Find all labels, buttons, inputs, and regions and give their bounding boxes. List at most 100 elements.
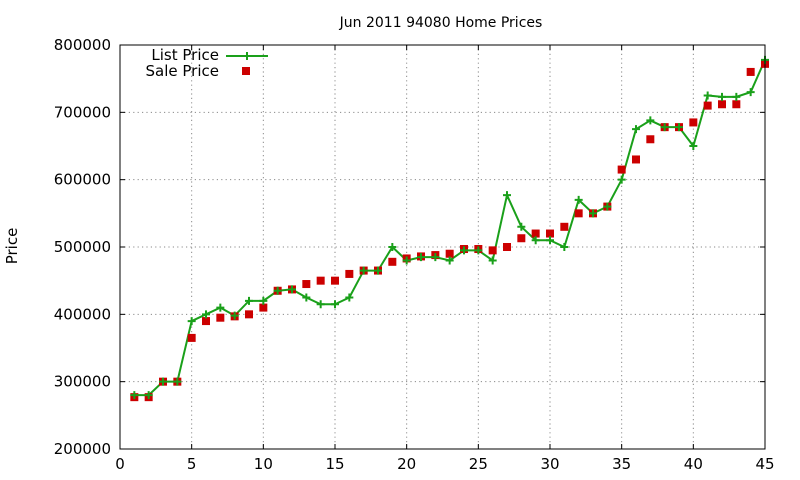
list-price-point: [331, 300, 339, 309]
x-tick-label: 30: [540, 455, 559, 473]
legend-list-price-marker: [243, 52, 251, 60]
list-price-point: [359, 266, 368, 275]
list-price-point: [173, 377, 182, 386]
list-price-point: [187, 317, 196, 326]
list-price-point: [632, 125, 640, 134]
grid-lines: [120, 45, 765, 449]
list-price-point: [273, 286, 282, 295]
x-tick-label: 5: [187, 455, 197, 473]
y-tick-label: 200000: [54, 440, 111, 458]
sale-price-point: [202, 317, 210, 326]
y-axis-label: Price: [3, 228, 21, 265]
list-price-point: [732, 92, 741, 101]
list-price-point: [144, 391, 153, 400]
sale-price-point: [646, 135, 655, 144]
sale-price-point: [187, 333, 196, 342]
list-price-point: [445, 256, 454, 265]
sale-price-point: [703, 101, 712, 110]
y-tick-label: 600000: [54, 171, 111, 189]
list-price-point: [417, 253, 425, 262]
list-price-point: [216, 303, 225, 312]
list-price-point: [531, 236, 540, 245]
list-price-point: [130, 391, 139, 400]
list-price-point: [546, 236, 554, 245]
y-tick-label: 300000: [54, 373, 111, 391]
chart-title: Jun 2011 94080 Home Prices: [339, 15, 543, 31]
sale-price-point: [345, 269, 354, 278]
list-price-point: [259, 296, 268, 305]
list-price-point: [646, 116, 655, 125]
legend-label-sale-price: Sale Price: [146, 62, 219, 80]
tick-labels: 0 5 10 15 20 25 30 35 40 45 200000 300000 400000 5000…: [54, 36, 775, 473]
list-price-point: [574, 195, 583, 204]
legend-sale-price-marker: [242, 67, 250, 75]
sale-price-point: [732, 100, 741, 109]
x-tick-label: 25: [469, 455, 488, 473]
list-price-point: [388, 243, 397, 251]
list-price-point: [460, 246, 468, 255]
list-price-point: [159, 377, 167, 386]
list-price-point: [345, 293, 354, 302]
sale-price-point: [574, 209, 583, 218]
sale-price-point: [689, 118, 698, 127]
sale-price-point: [331, 276, 339, 285]
list-price-line: [134, 59, 766, 397]
x-tick-label: 10: [254, 455, 273, 473]
sale-price-point: [531, 229, 540, 238]
x-tick-label: 45: [755, 455, 774, 473]
list-price-point: [589, 209, 597, 218]
legend-label-list-price: List Price: [151, 46, 219, 64]
list-price-point: [402, 256, 411, 265]
plot-frame: [119, 44, 766, 450]
list-price-point: [603, 202, 612, 211]
list-price-point: [560, 243, 569, 251]
list-price-point: [316, 300, 325, 309]
x-tick-label: 0: [115, 455, 125, 473]
list-price-point: [474, 246, 483, 255]
y-tick-label: 700000: [54, 103, 111, 121]
sale-price-point: [546, 229, 554, 238]
list-price-point: [689, 142, 698, 150]
sale-price-point: [517, 234, 526, 243]
sale-price-point: [560, 222, 569, 231]
y-tick-label: 500000: [54, 238, 111, 256]
sale-price-point: [632, 155, 640, 164]
list-price-point: [288, 285, 296, 294]
sale-price-point: [245, 310, 253, 319]
series-layer: [130, 55, 769, 402]
list-price-point: [431, 253, 440, 262]
x-tick-label: 35: [612, 455, 631, 473]
list-price-point: [202, 310, 210, 319]
legend: List Price Sale Price: [146, 46, 268, 80]
list-price-point: [302, 293, 311, 302]
sale-price-point: [488, 246, 497, 255]
sale-price-point: [216, 313, 225, 322]
sale-price-point: [617, 165, 626, 174]
sale-price-point: [503, 243, 511, 251]
list-price-point: [374, 266, 382, 275]
sale-price-point: [388, 257, 397, 266]
list-price-point: [718, 92, 726, 101]
list-price-point: [617, 175, 626, 184]
list-price-point: [503, 191, 511, 200]
x-tick-label: 15: [325, 455, 344, 473]
x-tick-label: 20: [397, 455, 416, 473]
x-tick-label: 40: [684, 455, 703, 473]
list-price-point: [660, 123, 669, 132]
list-price-point: [230, 311, 239, 320]
list-price-point: [517, 222, 526, 231]
sale-price-point: [316, 276, 325, 285]
list-price-point: [746, 88, 755, 97]
sale-price-point: [302, 280, 311, 289]
list-price-point: [703, 91, 712, 100]
sale-price-point: [746, 67, 755, 76]
y-tick-label: 800000: [54, 36, 111, 54]
y-tick-label: 400000: [54, 305, 111, 323]
list-price-point: [245, 296, 253, 305]
list-price-point: [675, 123, 683, 132]
sale-price-point: [259, 303, 268, 312]
sale-price-point: [718, 100, 726, 109]
sale-price-point: [445, 249, 454, 258]
list-price-point: [488, 256, 497, 265]
